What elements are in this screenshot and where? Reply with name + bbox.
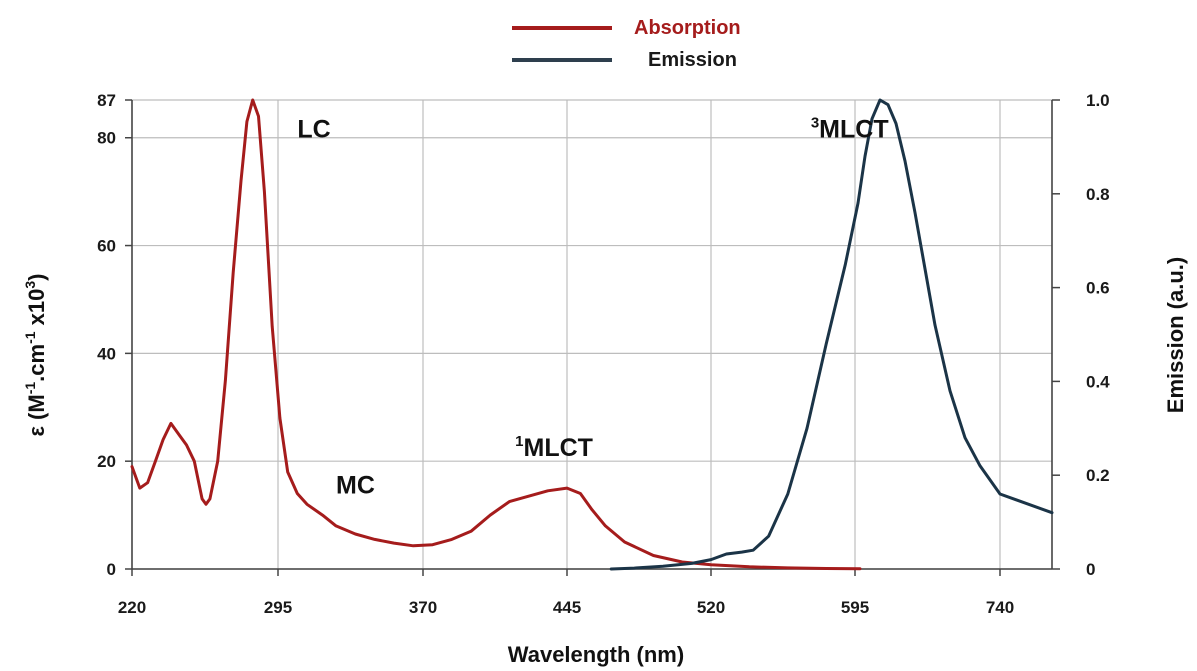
y-axis-title-mid2: x10	[24, 289, 49, 332]
y-tick-label: 40	[97, 344, 116, 363]
tick-labels: 220 295 370 445 520 595 740 0 20 40 60 80 87 0 0.2 0.4 0…	[97, 91, 1110, 617]
y2-axis-title: Emission (a.u.)	[1163, 257, 1188, 413]
y-axis-title-sup1: -1	[22, 382, 38, 395]
x-tick-label: 295	[264, 598, 292, 617]
x-tick-label: 520	[697, 598, 725, 617]
y2-tick-label: 0.2	[1086, 466, 1110, 485]
annotation-superscript: 1	[515, 433, 523, 450]
x-tick-label: 595	[841, 598, 869, 617]
series-line-absorption	[130, 98, 862, 571]
legend: Absorption Emission	[512, 17, 741, 71]
x-axis-title: Wavelength (nm)	[508, 642, 684, 667]
y-axis-title-prefix: ε (M	[24, 394, 49, 436]
y-axis-title: ε (M-1.cm-1 x103)	[22, 274, 49, 437]
annotation-label: 3MLCT	[811, 115, 889, 144]
series-line-emission	[609, 98, 1054, 571]
y2-tick-label: 0.6	[1086, 279, 1110, 298]
annotation-superscript: 3	[811, 115, 819, 132]
y-tick-label: 87	[97, 91, 116, 110]
axes	[125, 99, 1060, 576]
y-axis-title-sup3: 3	[22, 281, 38, 289]
y-tick-label: 60	[97, 237, 116, 256]
legend-label-absorption: Absorption	[634, 17, 741, 39]
y2-tick-label: 1.0	[1086, 91, 1110, 110]
series-lines	[130, 98, 1054, 571]
annotation-label: MC	[336, 472, 375, 500]
y-axis-title-sup2: -1	[22, 331, 38, 344]
annotation-text: MLCT	[819, 116, 888, 144]
y2-tick-label: 0.8	[1086, 185, 1110, 204]
annotation-label: LC	[297, 116, 330, 144]
y-tick-label: 0	[107, 560, 116, 579]
y-tick-label: 80	[97, 129, 116, 148]
legend-label-emission: Emission	[648, 49, 737, 71]
grid-lines	[132, 99, 1052, 570]
y2-tick-label: 0	[1086, 560, 1095, 579]
y-axis-title-mid: .cm	[24, 344, 49, 382]
annotation-label: 1MLCT	[515, 433, 593, 462]
y2-tick-label: 0.4	[1086, 372, 1110, 391]
x-tick-label: 740	[986, 598, 1014, 617]
annotation-text: MLCT	[524, 434, 593, 462]
x-tick-label: 220	[118, 598, 146, 617]
x-tick-label: 370	[409, 598, 437, 617]
y-tick-label: 20	[97, 452, 116, 471]
y-axis-title-suffix: )	[24, 274, 49, 281]
x-tick-label: 445	[553, 598, 581, 617]
